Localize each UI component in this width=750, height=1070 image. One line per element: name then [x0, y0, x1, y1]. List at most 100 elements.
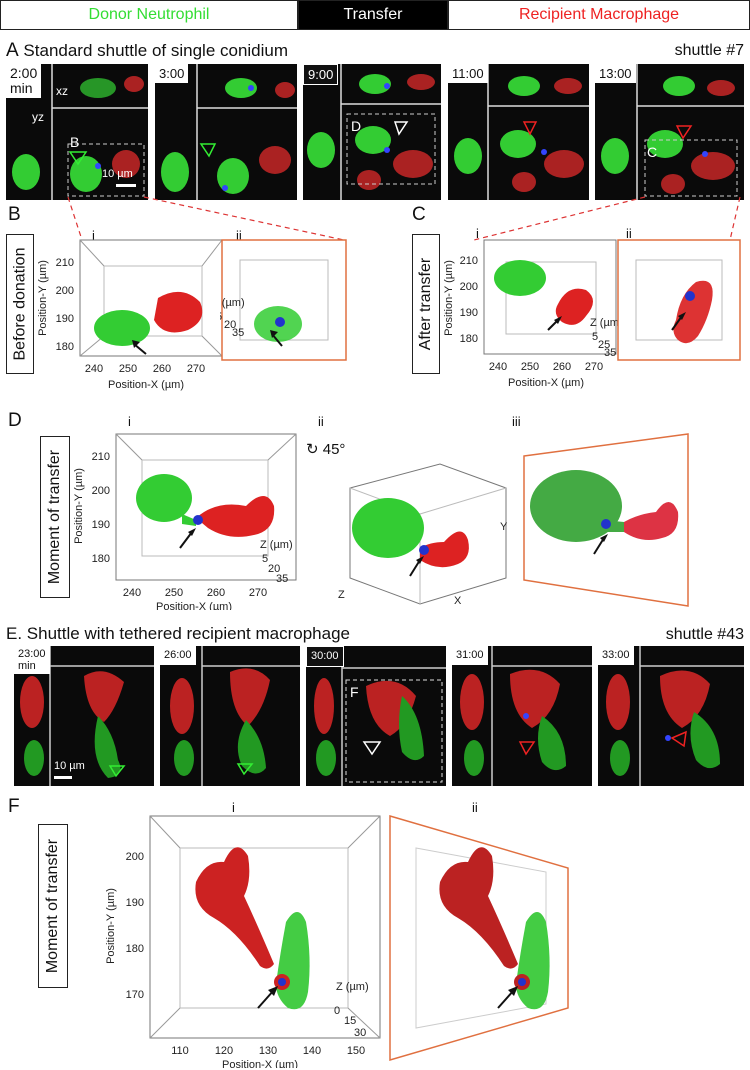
frame-e3-time: 30:00: [306, 646, 344, 667]
f-xtick-4: 150: [347, 1045, 365, 1057]
f-ylabel: Position-Y (µm): [105, 888, 117, 964]
frame-e5-time: 33:00: [598, 646, 634, 665]
panel-e-shuttle: shuttle #43: [665, 626, 744, 643]
panel-d-sub-i: i: [128, 414, 131, 429]
c-ztick-2: 35: [604, 347, 616, 359]
panel-b-letter: B: [8, 204, 21, 225]
frame-e3-box-f: F: [350, 684, 359, 700]
b-ztick-2: 35: [232, 327, 244, 339]
frame-e4-time: 31:00: [452, 646, 488, 665]
panel-d-plot-ii: Z X Y: [338, 463, 508, 607]
b-ytick-0: 210: [56, 257, 74, 269]
c-xlabel: Position-X (µm): [508, 377, 584, 389]
c-ytick-1: 200: [460, 281, 478, 293]
frame-a1-yz: yz: [32, 110, 44, 124]
frame-a4-time: 11:00: [448, 64, 488, 83]
c-ylabel: Position-Y (µm): [443, 260, 455, 336]
frame-a3: 9:00 D: [303, 64, 441, 200]
panel-a-shuttle: shuttle #7: [674, 42, 744, 59]
panel-f-sub-i: i: [232, 800, 235, 815]
frame-a2-time: 3:00: [155, 64, 189, 83]
c-zlabel: Z (µm): [590, 317, 620, 329]
frame-a3-time: 9:00: [303, 64, 339, 85]
legend-recipient-label: Recipient Macrophage: [518, 6, 680, 23]
b-ytick-1: 200: [56, 285, 74, 297]
frame-a1: 2:00 min xz yz B 10 µm: [6, 64, 148, 200]
d-xtick-0: 240: [123, 587, 141, 599]
d-xtick-1: 250: [165, 587, 183, 599]
panel-d-plot-iii: [523, 433, 689, 607]
d-ylabel: Position-Y (µm): [73, 468, 85, 544]
legend-donor: Donor Neutrophil: [0, 0, 298, 30]
d-xtick-2: 260: [207, 587, 225, 599]
frame-e4: 31:00: [452, 646, 592, 786]
frame-e1-scale: 10 µm: [54, 760, 85, 772]
c-ytick-0: 210: [460, 255, 478, 267]
f-ztick-2: 30: [354, 1027, 366, 1039]
f-xlabel: Position-X (µm): [222, 1059, 298, 1068]
f-xtick-1: 120: [215, 1045, 233, 1057]
f-ytick-3: 170: [126, 989, 144, 1001]
panel-c-sub-ii: ii: [626, 226, 632, 241]
b-ytick-3: 180: [56, 341, 74, 353]
f-ztick-1: 15: [344, 1015, 356, 1027]
d-ytick-2: 190: [92, 519, 110, 531]
c-ytick-2: 190: [460, 307, 478, 319]
d-zlabel: Z (µm): [260, 539, 293, 551]
frame-e2: 26:00: [160, 646, 300, 786]
panel-b-sub-i: i: [92, 228, 95, 243]
panel-a-title-text: Standard shuttle of single conidium: [23, 41, 289, 60]
panel-c-plot-ii: [617, 239, 741, 361]
f-ztick-0: 0: [334, 1005, 340, 1017]
panel-f-plot-i: 200 190 180 170 110 120 130 140 150 Posi…: [105, 815, 381, 1068]
legend-recipient: Recipient Macrophage: [448, 0, 750, 30]
b-ztick-0: 5: [220, 311, 222, 323]
d-axis-z: Z: [338, 589, 345, 601]
f-xtick-2: 130: [259, 1045, 277, 1057]
c-xtick-0: 240: [489, 361, 507, 373]
panel-d-letter: D: [8, 410, 22, 431]
rotate-icon: ↻: [306, 441, 319, 458]
panel-d-sub-iii: iii: [512, 414, 521, 429]
frame-a1-time: 2:00 min: [6, 64, 42, 98]
f-xtick-0: 110: [171, 1045, 189, 1057]
frame-e5: 33:00: [598, 646, 744, 786]
panel-b-side-label: Before donation: [6, 234, 34, 374]
c-xtick-2: 260: [553, 361, 571, 373]
b-xtick-0: 240: [85, 363, 103, 375]
frame-a1-scale: 10 µm: [102, 168, 133, 180]
panel-f-letter: F: [8, 796, 20, 817]
panel-f-plot-ii: [389, 814, 569, 1062]
c-ztick-1: 25: [598, 339, 610, 351]
frame-a4: 11:00: [448, 64, 589, 200]
b-zlabel: Z (µm): [220, 297, 245, 309]
b-ytick-2: 190: [56, 313, 74, 325]
panel-b-plot-ii: Z (µm) 5 20 35: [220, 239, 347, 361]
frame-e3: 30:00 F: [306, 646, 446, 786]
b-xtick-3: 270: [187, 363, 205, 375]
frame-a3-box-d: D: [351, 118, 362, 134]
c-xtick-1: 250: [521, 361, 539, 373]
panel-d-side-label: Moment of transfer: [40, 436, 70, 598]
panel-f-side-label: Moment of transfer: [38, 824, 68, 988]
frame-e1-time: 23:00 min: [14, 646, 50, 674]
frame-a5-box-c: C: [647, 144, 658, 160]
d-axis-y: Y: [500, 521, 508, 533]
panel-f-sub-ii: ii: [472, 800, 478, 815]
legend-donor-label: Donor Neutrophil: [88, 6, 210, 23]
panel-d-rotation-value: 45°: [322, 441, 346, 458]
d-ytick-0: 210: [92, 451, 110, 463]
c-ytick-3: 180: [460, 333, 478, 345]
panel-e-letter: E.: [6, 624, 23, 643]
d-ytick-1: 200: [92, 485, 110, 497]
f-ytick-1: 190: [126, 897, 144, 909]
d-xlabel: Position-X (µm): [156, 601, 232, 610]
frame-a5: 13:00 C: [595, 64, 744, 200]
panel-c-side-label: After transfer: [412, 234, 440, 374]
panel-d-rotation: ↻ 45°: [306, 440, 345, 458]
panel-b-plot-i: 210 200 190 180 240 250 260 270 Position…: [37, 239, 223, 391]
panel-e-title: E. Shuttle with tethered recipient macro…: [6, 624, 350, 644]
frame-e1: 23:00 min 10 µm: [14, 646, 154, 786]
d-ztick-1: 20: [268, 563, 280, 575]
legend-transfer-label: Transfer: [343, 6, 403, 23]
